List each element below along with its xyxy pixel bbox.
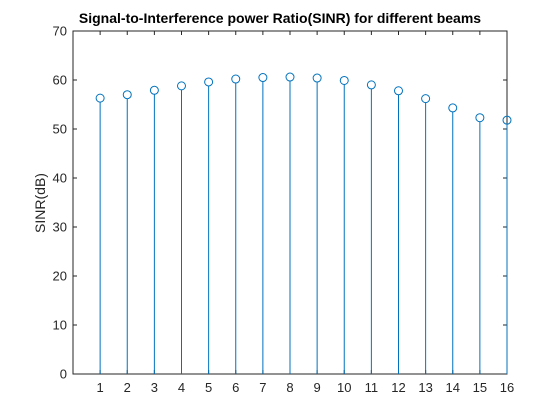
x-tick-label: 2 (124, 380, 131, 395)
x-tick-label: 15 (473, 380, 487, 395)
x-tick-label: 13 (418, 380, 432, 395)
stem-marker (177, 81, 186, 91)
x-tick-label: 16 (500, 380, 514, 395)
x-tick-label: 10 (337, 380, 351, 395)
stem-series (95, 72, 512, 374)
y-tick-label: 0 (60, 367, 67, 382)
stem-marker (204, 77, 214, 87)
stem-marker (122, 90, 132, 100)
stem-marker (231, 74, 241, 84)
stem-marker (312, 73, 322, 83)
y-tick-label: 20 (53, 269, 67, 284)
x-tick-label: 7 (259, 380, 266, 395)
y-tick-label: 70 (53, 24, 67, 39)
x-tick-label: 12 (391, 380, 405, 395)
x-tick-label: 5 (205, 380, 212, 395)
chart-title: Signal-to-Interference power Ratio(SINR)… (79, 10, 481, 26)
stem-marker (421, 94, 431, 104)
stem-marker (258, 73, 268, 83)
y-axis-label: SINR(dB) (32, 173, 48, 233)
x-tick-label: 6 (232, 380, 239, 395)
stem-marker (149, 85, 159, 95)
stem-marker (475, 113, 485, 123)
y-tick-label: 60 (53, 73, 67, 88)
x-tick-label: 1 (97, 380, 104, 395)
stem-marker (95, 93, 105, 103)
stem-marker (339, 75, 349, 85)
y-tick-label: 40 (53, 171, 67, 186)
x-tick-label: 9 (314, 380, 321, 395)
y-tick-label: 30 (53, 220, 67, 235)
x-tick-label: 14 (446, 380, 460, 395)
x-tick-label: 8 (286, 380, 293, 395)
x-tick-label: 4 (178, 380, 185, 395)
x-tick-label: 11 (365, 380, 379, 395)
stem-marker (366, 80, 376, 90)
x-tick-label: 3 (151, 380, 158, 395)
y-tick-label: 10 (53, 318, 67, 333)
stem-marker (285, 72, 295, 82)
stem-marker (394, 86, 403, 96)
stem-marker (502, 115, 512, 125)
stem-marker (448, 103, 458, 113)
y-tick-label: 50 (53, 122, 67, 137)
